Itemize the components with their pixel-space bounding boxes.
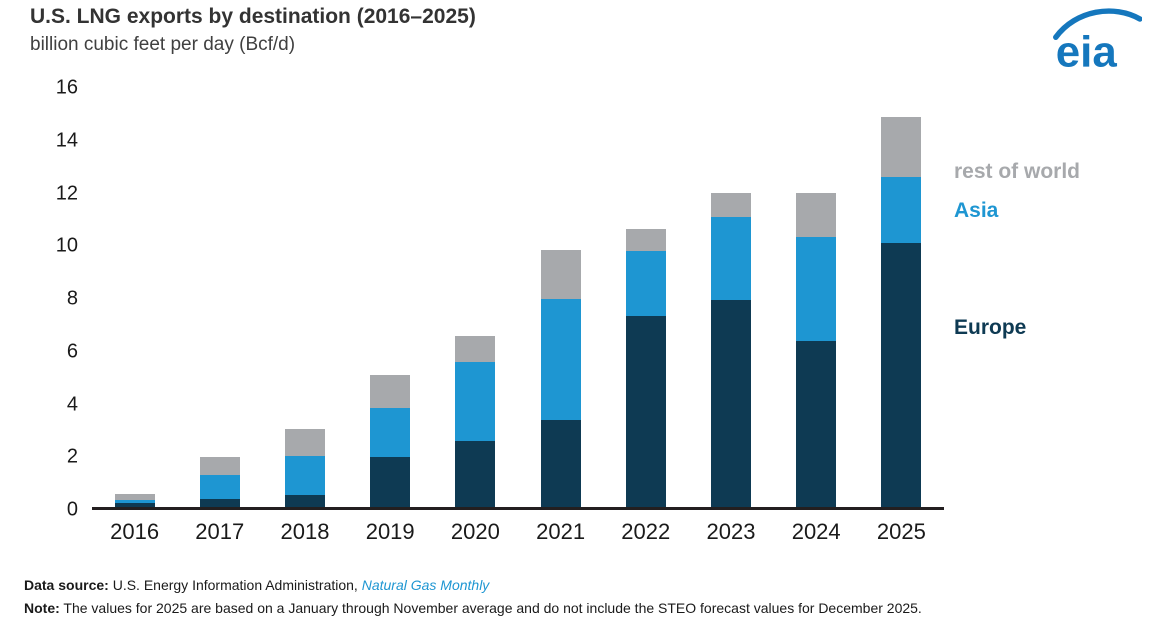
bar-segment-europe <box>540 419 581 507</box>
data-source-publication: Natural Gas Monthly <box>361 577 490 593</box>
bar-segment-europe <box>114 503 155 507</box>
y-axis-tick-label: 14 <box>55 129 78 152</box>
eia-logo-graphic: eia <box>1053 8 1143 77</box>
x-axis-label: 2024 <box>791 519 841 544</box>
legend-asia: Asia <box>954 199 999 222</box>
bar-segment-asia <box>881 177 922 244</box>
bar-segment-rest-of-world <box>199 456 240 476</box>
bar-segment-europe <box>285 495 325 507</box>
bar-segment-rest-of-world <box>796 193 837 237</box>
bar-segment-rest-of-world <box>711 193 751 217</box>
x-axis-label: 2023 <box>706 519 756 544</box>
bar-segment-asia <box>455 361 496 442</box>
bar-segment-asia <box>285 455 325 496</box>
y-axis-tick-label: 6 <box>66 340 78 363</box>
x-axis-label: 2016 <box>110 519 160 544</box>
chart-subtitle: billion cubic feet per day (Bcf/d) <box>30 34 296 55</box>
eia-logo-text: eia <box>1056 28 1118 72</box>
bar-segment-europe <box>455 441 496 507</box>
footer: Data source: U.S. Energy Information Adm… <box>24 574 922 620</box>
bar-segment-rest-of-world <box>114 493 155 501</box>
legend-rest-of-world: rest of world <box>954 160 1081 183</box>
bar-segment-asia <box>711 216 751 300</box>
bar-segment-rest-of-world <box>370 375 411 409</box>
bar-segment-asia <box>540 298 581 420</box>
y-axis-tick-label: 10 <box>55 234 78 257</box>
bar-segment-rest-of-world <box>285 429 325 456</box>
bar-segment-asia <box>199 475 240 500</box>
bar-segment-asia <box>114 500 155 504</box>
eia-swoosh-icon <box>1053 8 1143 40</box>
x-axis-label: 2018 <box>280 519 330 544</box>
plot-area <box>92 88 944 510</box>
bar-segment-asia <box>625 251 666 316</box>
y-axis-tick-label: 4 <box>66 393 78 415</box>
note-line: Note: The values for 2025 are based on a… <box>24 597 922 620</box>
y-axis-tick-label: 2 <box>66 445 78 468</box>
y-axis-tick-label: 12 <box>55 182 78 204</box>
bar-segment-asia <box>370 408 411 457</box>
x-axis-label: 2021 <box>536 519 586 544</box>
data-source-label: Data source: <box>24 577 109 593</box>
bar-segment-rest-of-world <box>625 228 666 252</box>
x-axis-label: 2020 <box>450 519 500 544</box>
eia-logo: eia <box>1050 8 1143 77</box>
note-text: The values for 2025 are based on a Janua… <box>59 600 922 616</box>
y-axis-tick-label: 16 <box>55 76 78 99</box>
x-axis-label: 2025 <box>876 519 926 544</box>
bar-segment-rest-of-world <box>881 116 922 178</box>
bar-segment-asia <box>796 236 837 341</box>
bar-segment-europe <box>625 315 666 507</box>
data-source-text: U.S. Energy Information Administration, <box>108 577 362 593</box>
bar-segment-rest-of-world <box>540 249 581 299</box>
note-label: Note: <box>24 600 60 616</box>
bar-segment-europe <box>370 456 411 507</box>
x-axis: 2016 2017 2018 2019 2020 2021 2022 2023 2024 2025 <box>92 519 944 553</box>
chart-title: U.S. LNG exports by destination (2016–20… <box>30 5 476 28</box>
data-source-line: Data source: U.S. Energy Information Adm… <box>24 574 922 597</box>
bar-segment-europe <box>796 340 837 507</box>
x-axis-label: 2019 <box>365 519 415 544</box>
y-axis-tick-label: 0 <box>66 498 78 521</box>
x-axis-label: 2017 <box>195 519 245 544</box>
bar-segment-europe <box>881 243 922 507</box>
legend-europe: Europe <box>954 316 1027 339</box>
bar-segment-europe <box>199 499 240 507</box>
bar-segment-rest-of-world <box>455 335 496 362</box>
x-axis-label: 2022 <box>621 519 671 544</box>
y-axis-tick-label: 8 <box>66 287 78 310</box>
bar-segment-europe <box>711 299 751 507</box>
y-axis: 0 2 4 6 8 10 12 14 16 <box>20 77 78 521</box>
